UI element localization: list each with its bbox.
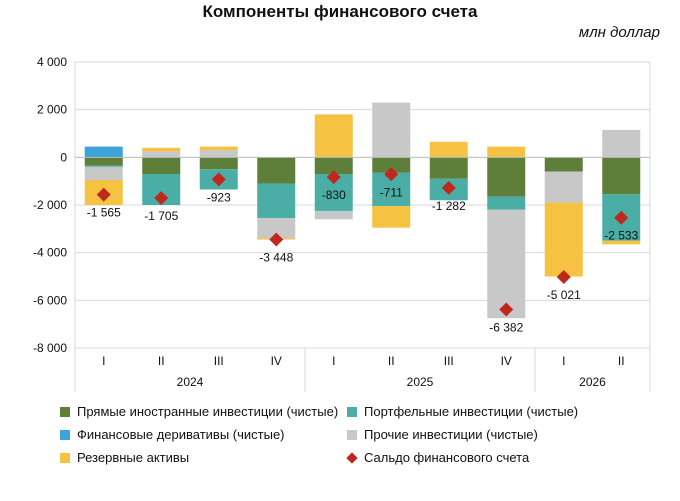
bar-portfolio — [487, 196, 526, 210]
legend-swatch — [347, 429, 357, 440]
x-tick-label: IV — [271, 354, 282, 368]
legend-label: Финансовые деривативы (чистые) — [77, 427, 285, 442]
bar-reserves — [487, 146, 526, 158]
x-tick-label: II — [388, 354, 395, 368]
bar-other — [487, 209, 526, 319]
legend-swatch — [60, 452, 70, 463]
legend-item: Портфельные инвестиции (чистые) — [347, 404, 578, 419]
legend-item: Прямые иностранные инвестиции (чистые) — [60, 404, 338, 419]
bar-portfolio — [84, 165, 123, 167]
unit-label: млн доллар — [578, 24, 660, 41]
legend-item: Прочие инвестиции (чистые) — [347, 427, 538, 442]
legend-item: Сальдо финансового счета — [346, 450, 530, 465]
bar-other — [372, 102, 411, 158]
balance-marker — [441, 180, 456, 195]
bar-fdi — [487, 157, 526, 197]
balance-data-label: -711 — [380, 185, 403, 199]
bar-other — [314, 210, 353, 220]
legend-label: Резервные активы — [77, 450, 190, 465]
x-tick-label: III — [444, 354, 454, 368]
x-group-label: 2026 — [579, 375, 606, 389]
bar-portfolio — [257, 183, 296, 219]
bar-reserves — [142, 147, 181, 152]
y-tick-label: -4 000 — [33, 246, 67, 260]
balance-data-label: -1 705 — [144, 209, 178, 223]
bar-derivatives — [84, 146, 123, 158]
bar-other — [602, 129, 641, 158]
balance-marker — [154, 190, 169, 205]
bar-other — [257, 218, 296, 239]
x-tick-label: I — [102, 354, 105, 368]
x-group-label: 2025 — [407, 375, 434, 389]
legend-item: Финансовые деривативы (чистые) — [60, 427, 285, 442]
legend-swatch — [60, 429, 70, 440]
x-tick-label: I — [332, 354, 335, 368]
x-tick-label: I — [562, 354, 565, 368]
balance-data-label: -2 533 — [604, 229, 638, 243]
bar-fdi — [429, 157, 468, 179]
balance-marker — [326, 170, 341, 185]
balance-marker — [499, 302, 514, 317]
legend-label: Прямые иностранные инвестиции (чистые) — [77, 404, 339, 419]
x-tick-label: II — [618, 354, 625, 368]
bar-reserves — [429, 141, 468, 158]
bar-other — [142, 151, 181, 158]
balance-data-label: -6 382 — [489, 320, 523, 334]
balance-data-label: -830 — [322, 188, 346, 202]
legend-swatch — [60, 406, 70, 417]
legend-swatch — [347, 406, 357, 417]
bar-fdi — [372, 157, 411, 173]
bar-fdi — [199, 157, 238, 170]
bar-reserves — [199, 146, 238, 151]
bar-fdi — [314, 157, 353, 175]
bar-fdi — [142, 157, 181, 175]
balance-marker — [96, 187, 111, 202]
bar-fdi — [84, 157, 123, 166]
balance-data-label: -1 282 — [432, 199, 466, 213]
balance-marker — [211, 172, 226, 187]
balance-data-label: -5 021 — [547, 288, 581, 302]
bar-fdi — [544, 157, 583, 172]
bar-reserves — [544, 202, 583, 277]
legend-label: Сальдо финансового счета — [364, 450, 530, 465]
y-tick-label: 4 000 — [37, 55, 67, 69]
bar-other — [84, 166, 123, 180]
y-tick-label: 2 000 — [37, 103, 67, 117]
legend-label: Портфельные инвестиции (чистые) — [364, 404, 579, 419]
x-group-label: 2024 — [177, 375, 204, 389]
x-tick-label: IV — [501, 354, 512, 368]
bar-fdi — [257, 157, 296, 184]
bar-fdi — [602, 157, 641, 195]
balance-data-label: -923 — [207, 190, 231, 204]
bar-reserves — [602, 240, 641, 245]
bar-reserves — [314, 114, 353, 158]
chart-title: Компоненты финансового счета — [202, 2, 478, 21]
x-tick-label: II — [158, 354, 165, 368]
x-tick-label: III — [214, 354, 224, 368]
y-tick-label: -6 000 — [33, 293, 67, 307]
balance-marker — [269, 232, 284, 247]
balance-data-label: -1 565 — [87, 206, 121, 220]
legend-item: Резервные активы — [60, 450, 189, 465]
legend-label: Прочие инвестиции (чистые) — [364, 427, 538, 442]
legend-diamond-marker — [346, 451, 358, 464]
balance-marker — [384, 167, 399, 182]
balance-marker — [614, 210, 629, 225]
bar-other — [199, 150, 238, 158]
balance-marker — [556, 270, 571, 285]
chart-plot: 4 000 2 000 0 -2 000 -4 000 -6 000 -8 000 -1 56… — [33, 55, 651, 392]
bar-reserves — [372, 206, 411, 228]
bar-other — [544, 171, 583, 203]
y-tick-label: 0 — [60, 150, 67, 164]
y-tick-label: -2 000 — [33, 198, 67, 212]
y-tick-label: -8 000 — [33, 341, 67, 355]
balance-data-label: -3 448 — [259, 251, 293, 265]
